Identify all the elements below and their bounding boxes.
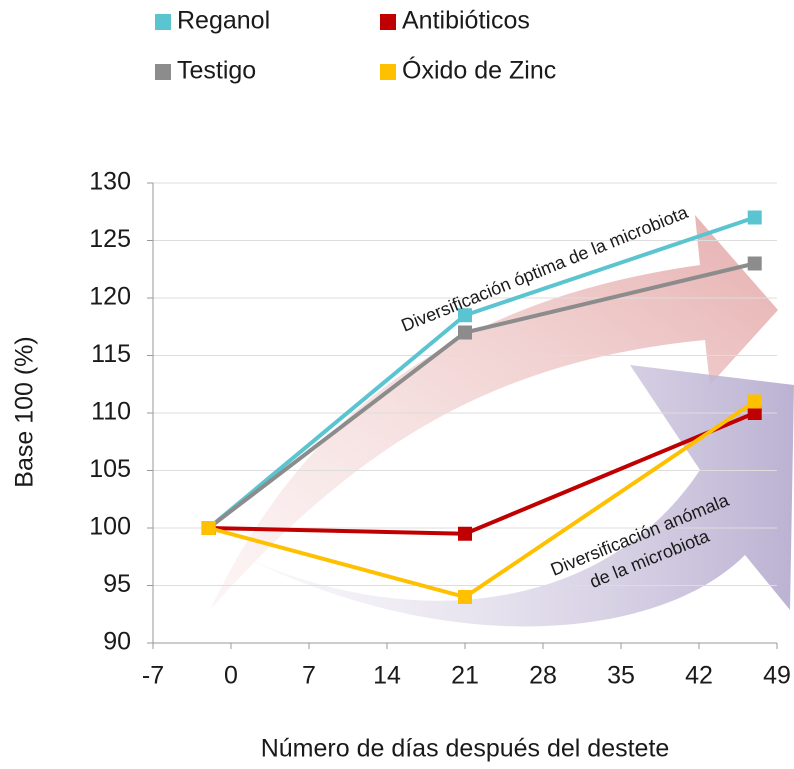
legend-swatch — [155, 64, 171, 80]
point — [748, 395, 762, 409]
point — [458, 326, 472, 340]
x-axis-label: Número de días después del destete — [261, 735, 670, 763]
point — [458, 590, 472, 604]
y-tick-label: 95 — [103, 570, 131, 598]
y-tick-label: 125 — [89, 225, 131, 253]
point — [202, 521, 216, 535]
x-tick-label: 7 — [302, 662, 316, 690]
legend-swatch — [380, 64, 396, 80]
legend-label: Antibióticos — [402, 7, 530, 35]
x-tick-label: -7 — [142, 662, 164, 690]
legend-label: Óxido de Zinc — [402, 56, 556, 85]
x-tick-label: 42 — [685, 662, 713, 690]
x-tick-label: 14 — [373, 662, 401, 690]
y-tick-label: 120 — [89, 283, 131, 311]
y-tick-label: 100 — [89, 513, 131, 541]
y-axis-label: Base 100 (%) — [11, 336, 39, 487]
legend-label: Testigo — [177, 57, 256, 85]
legend-label: Reganol — [177, 7, 270, 35]
y-tick-label: 90 — [103, 628, 131, 656]
x-tick-label: 35 — [607, 662, 635, 690]
x-tick-label: 28 — [529, 662, 557, 690]
y-tick-label: 105 — [89, 455, 131, 483]
y-tick-label: 115 — [91, 340, 131, 368]
legend-swatch — [155, 14, 171, 30]
point — [748, 257, 762, 271]
x-tick-label: 49 — [763, 662, 791, 690]
y-tick-label: 130 — [89, 168, 131, 196]
y-tick-label: 110 — [91, 398, 131, 426]
point — [748, 211, 762, 225]
point — [458, 527, 472, 541]
x-tick-label: 21 — [451, 662, 479, 690]
chart: Número de días después del destete Base … — [0, 0, 794, 769]
x-tick-label: 0 — [224, 662, 238, 690]
legend-swatch — [380, 14, 396, 30]
